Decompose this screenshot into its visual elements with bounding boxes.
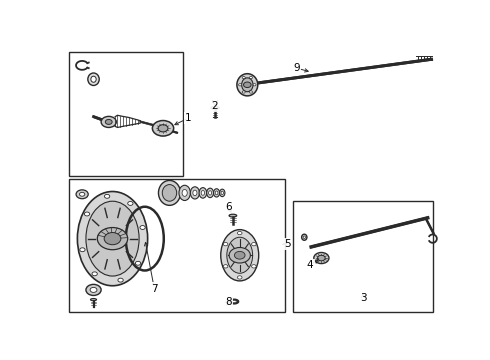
Circle shape <box>223 243 228 246</box>
Ellipse shape <box>214 189 220 197</box>
Circle shape <box>253 84 256 86</box>
Circle shape <box>140 226 145 229</box>
Circle shape <box>239 84 242 86</box>
Circle shape <box>244 82 251 87</box>
Circle shape <box>238 231 242 235</box>
Ellipse shape <box>209 191 212 195</box>
Circle shape <box>104 194 110 198</box>
Ellipse shape <box>232 301 236 302</box>
Ellipse shape <box>86 201 139 276</box>
Circle shape <box>135 261 141 265</box>
Ellipse shape <box>201 190 205 195</box>
Ellipse shape <box>242 78 253 92</box>
Circle shape <box>84 212 90 216</box>
Circle shape <box>251 265 256 268</box>
Ellipse shape <box>193 190 197 195</box>
Circle shape <box>318 255 325 261</box>
Circle shape <box>223 265 228 268</box>
Circle shape <box>242 76 245 79</box>
Circle shape <box>76 190 88 199</box>
Ellipse shape <box>91 76 96 82</box>
Circle shape <box>80 248 85 252</box>
Circle shape <box>92 272 98 276</box>
Circle shape <box>105 120 112 125</box>
Ellipse shape <box>88 73 99 85</box>
Ellipse shape <box>77 192 147 286</box>
Bar <box>69 179 285 312</box>
Circle shape <box>101 116 116 127</box>
Ellipse shape <box>162 185 177 201</box>
Circle shape <box>238 276 242 279</box>
Circle shape <box>79 192 85 196</box>
Ellipse shape <box>303 236 305 238</box>
Ellipse shape <box>215 191 218 195</box>
Ellipse shape <box>91 298 97 301</box>
Circle shape <box>98 228 128 250</box>
Text: 1: 1 <box>185 113 192 123</box>
Ellipse shape <box>229 214 237 217</box>
Circle shape <box>242 91 245 93</box>
Circle shape <box>158 125 168 132</box>
Circle shape <box>251 243 256 246</box>
Ellipse shape <box>220 189 225 197</box>
Bar <box>293 201 434 312</box>
Ellipse shape <box>237 74 258 96</box>
Ellipse shape <box>182 189 187 196</box>
Text: 7: 7 <box>151 284 158 293</box>
Text: 3: 3 <box>360 293 367 303</box>
Circle shape <box>118 278 123 282</box>
Circle shape <box>128 202 133 205</box>
Circle shape <box>86 284 101 296</box>
Bar <box>69 51 183 176</box>
Ellipse shape <box>199 188 207 198</box>
Circle shape <box>229 247 250 263</box>
Circle shape <box>90 287 97 292</box>
Text: 5: 5 <box>284 239 291 249</box>
Ellipse shape <box>179 185 190 201</box>
Text: 2: 2 <box>212 100 219 111</box>
Text: 8: 8 <box>225 297 232 307</box>
Circle shape <box>249 91 252 93</box>
Ellipse shape <box>190 187 199 199</box>
Ellipse shape <box>158 180 180 205</box>
Text: 6: 6 <box>225 202 232 212</box>
Circle shape <box>249 76 252 79</box>
Circle shape <box>234 251 245 259</box>
Ellipse shape <box>207 188 214 198</box>
Ellipse shape <box>211 107 219 109</box>
Ellipse shape <box>302 234 307 240</box>
Text: 9: 9 <box>294 63 300 73</box>
Text: 4: 4 <box>307 260 313 270</box>
Circle shape <box>314 252 329 264</box>
Circle shape <box>104 233 121 245</box>
Circle shape <box>152 121 173 136</box>
Ellipse shape <box>220 230 259 281</box>
Ellipse shape <box>227 237 253 273</box>
Ellipse shape <box>221 191 223 194</box>
